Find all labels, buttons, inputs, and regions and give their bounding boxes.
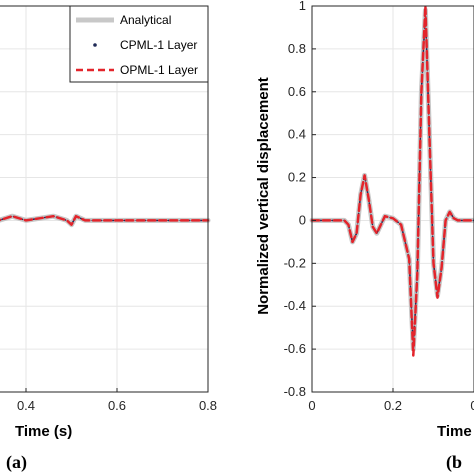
- legend-label-opml: OPML-1 Layer: [120, 63, 198, 77]
- y-tick-label: 1: [299, 0, 306, 13]
- y-tick-label: 0.2: [288, 170, 306, 185]
- x-tick-label: 0: [470, 398, 474, 413]
- panel-a-label: (a): [6, 452, 27, 473]
- panel-b: 00.20-0.8-0.6-0.4-0.200.20.40.60.81 Norm…: [255, 0, 474, 473]
- series-line-cpml-1-layer: [0, 215, 209, 226]
- legend-label-analytical: Analytical: [120, 13, 171, 27]
- x-tick-label: 0.8: [199, 398, 217, 413]
- y-tick-label: 0: [299, 212, 306, 227]
- panel-a-series: [0, 213, 211, 228]
- panel-b-grid: [312, 5, 474, 393]
- x-tick-label: 0: [308, 398, 315, 413]
- x-tick-label: 0.4: [17, 398, 35, 413]
- x-tick-label: 0.6: [108, 398, 126, 413]
- legend: Analytical CPML-1 Layer OPML-1 Layer: [69, 5, 209, 83]
- y-tick-label: -0.2: [284, 255, 306, 270]
- y-tick-label: -0.4: [284, 298, 306, 313]
- y-tick-label: -0.8: [284, 384, 306, 399]
- y-tick-label: 0.4: [288, 127, 306, 142]
- series-line-opml-1-layer: [310, 4, 474, 357]
- series-line-analytical: [0, 213, 211, 228]
- y-tick-label: 0.8: [288, 41, 306, 56]
- panel-b-xlabel: Time: [437, 423, 472, 440]
- legend-label-cpml: CPML-1 Layer: [120, 38, 197, 52]
- panel-b-label: (b: [446, 452, 462, 473]
- panel-a-ticks: 0.4 0.6 0.8: [17, 388, 217, 413]
- panel-b-ticks: 00.20-0.8-0.6-0.4-0.200.20.40.60.81: [284, 0, 474, 413]
- panel-a: 0.4 0.6 0.8 Time (s) (a) Analytical CPML-1…: [0, 5, 217, 473]
- panel-a-xlabel: Time (s): [15, 423, 72, 440]
- panel-b-ylabel: Normalized vertical displacement: [255, 77, 272, 315]
- y-tick-label: 0.6: [288, 84, 306, 99]
- panel-b-series: [309, 4, 474, 357]
- series-line-opml-1-layer: [0, 214, 210, 226]
- y-tick-label: -0.6: [284, 341, 306, 356]
- x-tick-label: 0.2: [384, 398, 402, 413]
- legend-swatch-cpml: [93, 43, 97, 47]
